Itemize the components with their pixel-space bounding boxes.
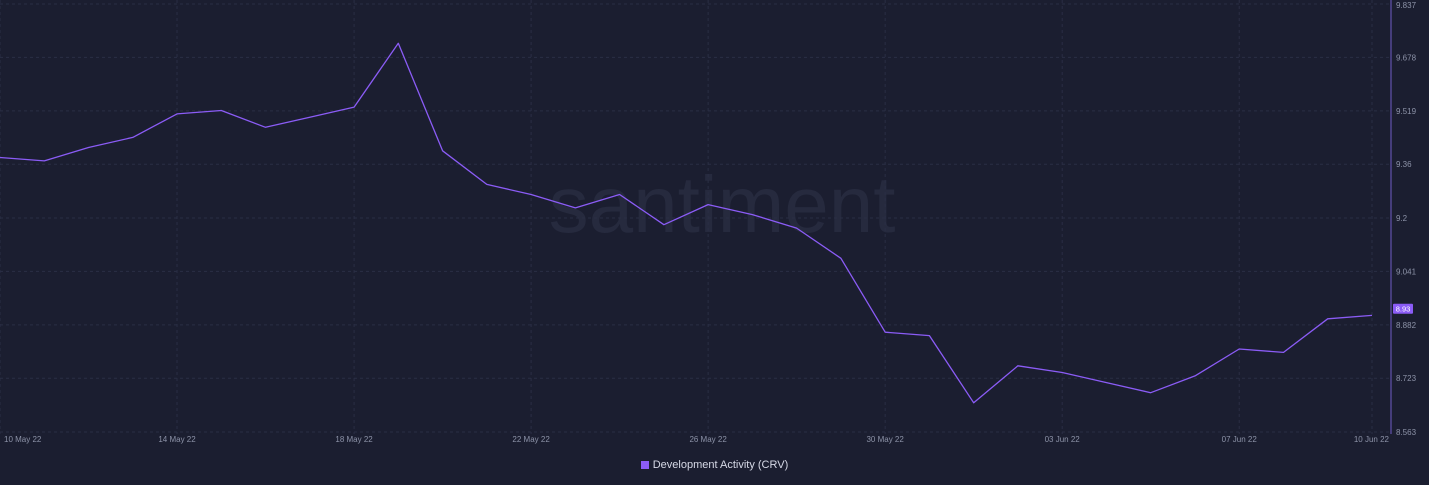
y-tick-label: 8.882	[1396, 321, 1417, 330]
last-value-label: 8.93	[1396, 305, 1411, 314]
x-tick-label: 26 May 22	[689, 435, 727, 444]
x-tick-label: 10 May 22	[4, 435, 42, 444]
last-value-badge	[1393, 303, 1413, 314]
legend-swatch	[640, 461, 649, 469]
x-tick-label: 22 May 22	[512, 435, 550, 444]
y-tick-label: 8.723	[1396, 374, 1417, 383]
y-tick-label: 9.678	[1396, 53, 1417, 62]
x-tick-label: 07 Jun 22	[1222, 435, 1258, 444]
legend: Development Activity (CRV)	[0, 459, 1429, 471]
y-tick-label: 9.519	[1396, 107, 1417, 116]
horizontal-gridlines	[0, 3, 1391, 433]
y-tick-label: 9.36	[1396, 160, 1412, 169]
y-tick-label: 9.041	[1396, 267, 1417, 276]
x-tick-label: 03 Jun 22	[1045, 435, 1081, 444]
x-axis-ticks: 10 May 22 14 May 22 18 May 22 22 May 22 26 M…	[4, 435, 1390, 444]
x-tick-label: 30 May 22	[866, 435, 904, 444]
x-tick-label: 14 May 22	[158, 435, 196, 444]
x-tick-label: 10 Jun 22	[1354, 435, 1390, 444]
y-tick-label: 9.837	[1396, 1, 1417, 10]
legend-label: Development Activity (CRV)	[652, 459, 789, 471]
y-axis-ticks: 9.837 9.678 9.519 9.36 9.2 9.041 8.882 8.723 8.5…	[1396, 1, 1417, 437]
series-line	[0, 42, 1373, 404]
vertical-gridlines	[0, 0, 1373, 434]
santiment-watermark: santiment	[549, 160, 896, 249]
y-tick-label: 8.563	[1396, 428, 1417, 437]
x-tick-label: 18 May 22	[335, 435, 373, 444]
y-tick-label: 9.2	[1396, 214, 1408, 223]
